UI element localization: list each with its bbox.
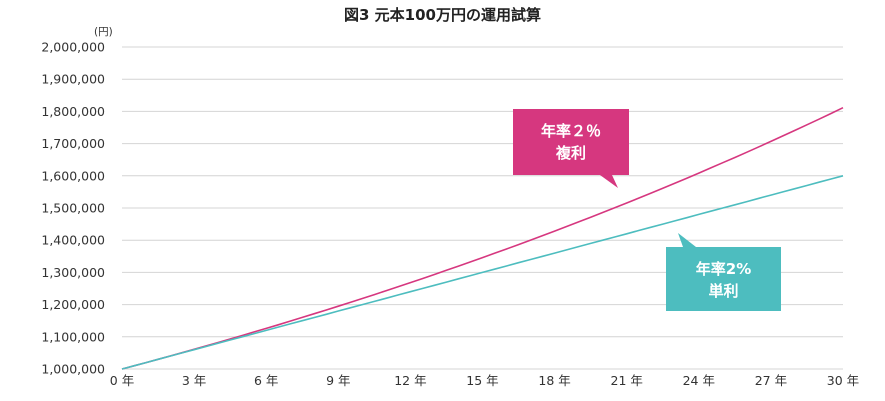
x-tick-label: 18 年 xyxy=(538,373,570,388)
callout-pointer xyxy=(600,175,618,188)
callout-0: 年率２％ 複利 xyxy=(513,109,629,188)
y-tick-label: 1,000,000 xyxy=(41,362,105,377)
x-tick-label: 15 年 xyxy=(466,373,498,388)
callout-label: 年率２％ xyxy=(541,122,601,140)
x-axis-tick-labels: 0 年 3 年 6 年 9 年 12 年 15 年 18 年 21 年 24 年 27 年 30 年 xyxy=(110,373,859,388)
callout-box xyxy=(666,247,781,311)
y-tick-label: 1,500,000 xyxy=(41,201,105,216)
y-axis-tick-labels: 1,000,000 1,100,000 1,200,000 1,300,000 1,40… xyxy=(41,40,105,377)
callout-label: 年率2% xyxy=(696,260,751,278)
chart-title: 図3 元本100万円の運用試算 xyxy=(344,6,541,24)
x-tick-label: 6 年 xyxy=(254,373,278,388)
callout-pointer xyxy=(678,233,696,247)
x-tick-label: 21 年 xyxy=(611,373,643,388)
x-tick-label: 3 年 xyxy=(182,373,206,388)
callout-1: 年率2% 単利 xyxy=(666,233,781,311)
x-tick-label: 0 年 xyxy=(110,373,134,388)
y-tick-label: 1,600,000 xyxy=(41,168,105,183)
x-tick-label: 9 年 xyxy=(326,373,350,388)
y-tick-label: 1,800,000 xyxy=(41,104,105,119)
callout-box xyxy=(513,109,629,175)
callout-label: 単利 xyxy=(708,282,738,300)
callout-label: 複利 xyxy=(555,144,586,162)
y-tick-label: 1,900,000 xyxy=(41,72,105,87)
series-line-1 xyxy=(121,175,844,370)
y-tick-label: 1,200,000 xyxy=(41,297,105,312)
y-tick-label: 1,700,000 xyxy=(41,136,105,151)
x-tick-label: 24 年 xyxy=(683,373,715,388)
x-tick-label: 30 年 xyxy=(827,373,859,388)
x-tick-label: 12 年 xyxy=(394,373,426,388)
y-tick-label: 1,300,000 xyxy=(41,265,105,280)
y-tick-label: 1,100,000 xyxy=(41,329,105,344)
y-tick-label: 1,400,000 xyxy=(41,233,105,248)
y-tick-label: 2,000,000 xyxy=(41,40,105,55)
series-line-0 xyxy=(121,106,844,370)
grid-lines xyxy=(122,46,843,370)
y-axis-unit-label: (円) xyxy=(94,26,113,38)
x-tick-label: 27 年 xyxy=(755,373,787,388)
series-lines xyxy=(121,106,844,370)
